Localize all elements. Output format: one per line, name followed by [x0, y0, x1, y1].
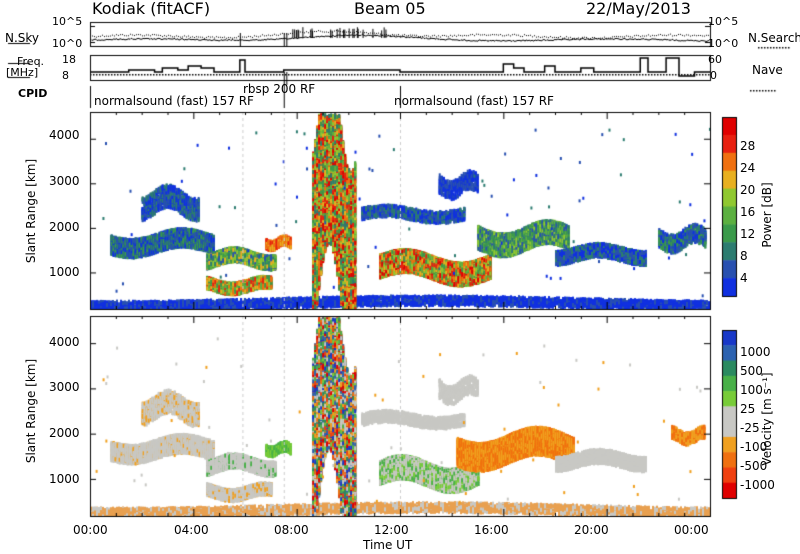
velocity-cb-tick-neg500: -500 — [740, 459, 768, 473]
xtick-0800: 08:00 — [274, 523, 309, 537]
power-cb-tick-16: 16 — [740, 205, 756, 219]
cpid-label: CPID — [18, 87, 48, 100]
power-cb-tick-12: 12 — [740, 227, 756, 241]
xtick-0000: 00:00 — [73, 523, 108, 537]
velocity-colorbar-label: Velocity [m s⁻¹] — [760, 372, 774, 466]
cpid-segment-1: normalsound (fast) 157 RF — [94, 94, 254, 108]
noise-tick-low-left: 10^0 — [52, 37, 83, 50]
noise-tick-high-right: 10^5 — [708, 15, 739, 28]
nave-label: Nave — [752, 63, 783, 77]
beam-title: Beam 05 — [354, 0, 426, 18]
nsky-label: N.Sky — [5, 31, 40, 45]
freq-tick-low: 8 — [62, 69, 69, 82]
station-title: Kodiak (fitACF) — [92, 0, 211, 18]
noise-tick-low-right: 10^0 — [708, 37, 739, 50]
noise-tick-high-left: 10^5 — [52, 15, 83, 28]
velocity-ylabel: Slant Range [km] — [24, 358, 38, 464]
cpid-segment-3: normalsound (fast) 157 RF — [394, 94, 554, 108]
power-cb-tick-8: 8 — [740, 249, 748, 263]
freq-unit-label: [MHz] — [6, 66, 39, 79]
xtick-2000: 20:00 — [574, 523, 609, 537]
velocity-ytick-3000: 3000 — [49, 380, 80, 394]
date-title: 22/May/2013 — [586, 0, 691, 18]
xtick-1200: 12:00 — [374, 523, 409, 537]
power-cb-tick-24: 24 — [740, 161, 756, 175]
cpid-segment-2: rbsp 200 RF — [243, 82, 316, 96]
velocity-cb-tick-1000: 1000 — [740, 345, 771, 359]
power-ytick-2000: 2000 — [49, 220, 80, 234]
velocity-cb-tick-neg25: -25 — [740, 421, 760, 435]
power-cb-tick-20: 20 — [740, 183, 756, 197]
power-ytick-1000: 1000 — [49, 265, 80, 279]
power-cb-tick-28: 28 — [740, 139, 756, 153]
nsearch-label: N.Search — [748, 31, 800, 45]
power-ytick-3000: 3000 — [49, 174, 80, 188]
xtick-0400: 04:00 — [174, 523, 209, 537]
nave-tick-high: 60 — [708, 53, 722, 66]
power-cb-tick-4: 4 — [740, 271, 748, 285]
power-colorbar-label: Power [dB] — [760, 182, 774, 248]
velocity-cb-tick-neg1000: -1000 — [740, 478, 775, 492]
nave-tick-low: 0 — [710, 69, 717, 82]
xtick-1600: 16:00 — [474, 523, 509, 537]
power-ylabel: Slant Range [km] — [24, 158, 38, 264]
power-ytick-4000: 4000 — [49, 128, 80, 142]
freq-tick-high: 18 — [62, 53, 76, 66]
freq-label: Freq. — [17, 55, 45, 68]
velocity-cb-tick-100: 100 — [740, 383, 763, 397]
velocity-ytick-1000: 1000 — [49, 472, 80, 486]
velocity-ytick-2000: 2000 — [49, 426, 80, 440]
velocity-cb-tick-neg100: -100 — [740, 440, 768, 454]
time-axis-label: Time UT — [363, 538, 413, 552]
xtick-2400: 00:00 — [674, 523, 709, 537]
velocity-cb-tick-500: 500 — [740, 364, 763, 378]
velocity-cb-tick-25: 25 — [740, 402, 756, 416]
velocity-ytick-4000: 4000 — [49, 335, 80, 349]
